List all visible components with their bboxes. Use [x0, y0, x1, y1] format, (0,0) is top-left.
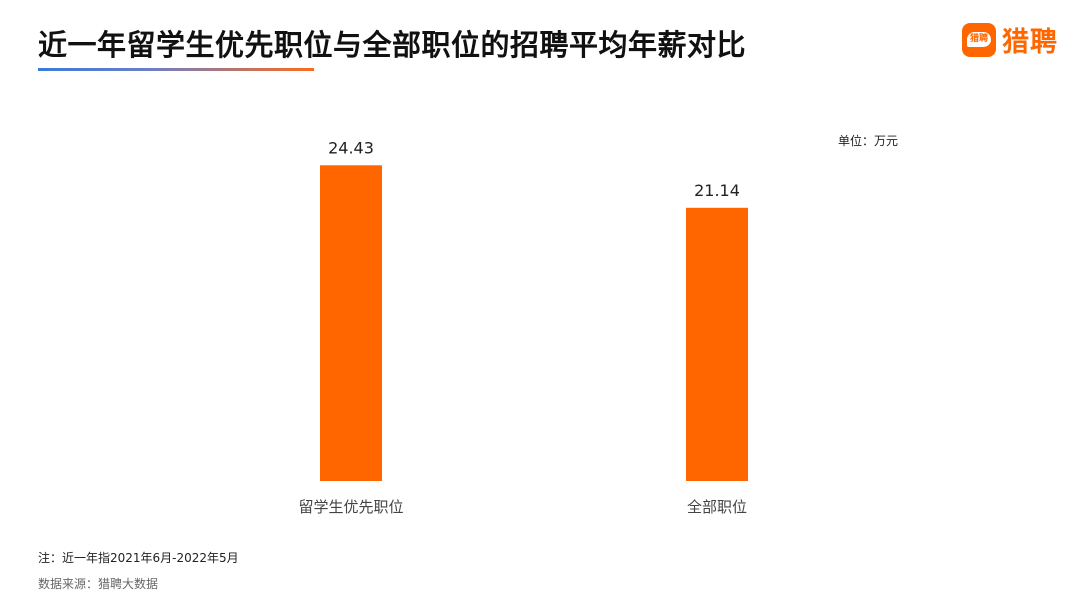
brand-logo: 猎聘 猎聘: [962, 20, 1058, 59]
liepin-logo-icon: 猎聘: [962, 22, 996, 57]
unit-label: 单位：万元: [838, 134, 899, 148]
data-source: 数据来源：猎聘大数据: [38, 577, 159, 591]
brand-name: 猎聘: [1002, 27, 1058, 58]
data-label-1: 24.43: [328, 138, 374, 157]
brand-icon-text: 猎聘: [966, 32, 991, 47]
bar-1: [320, 165, 382, 481]
footnote: 注：近一年指2021年6月-2022年5月: [38, 551, 239, 565]
title-underline: [38, 68, 314, 71]
data-label-2: 21.14: [694, 181, 740, 200]
bar-2: [686, 207, 748, 481]
category-label-1: 留学生优先职位: [298, 498, 403, 516]
category-label-2: 全部职位: [687, 498, 747, 516]
page-title: 近一年留学生优先职位与全部职位的招聘平均年薪对比: [38, 28, 747, 62]
